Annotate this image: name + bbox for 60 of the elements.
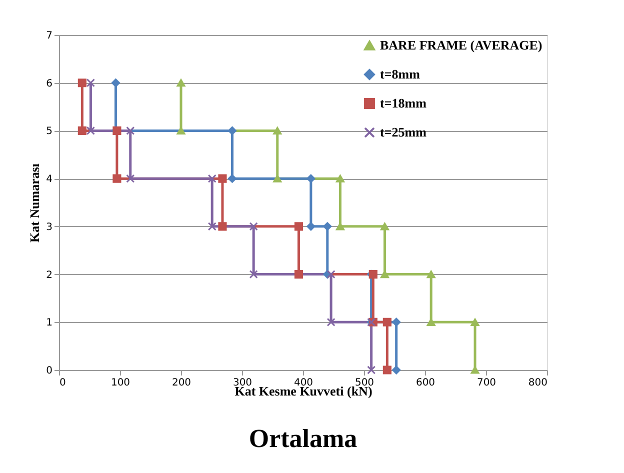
point [86,126,96,135]
y-tick-label: 2 [46,270,52,281]
y-tick-label: 7 [46,30,52,42]
point [367,366,376,374]
point [273,126,282,135]
point [273,174,282,182]
point [249,270,258,279]
point [126,126,135,135]
point [294,222,304,231]
y-tick-label: 3 [46,222,52,233]
point [326,318,336,326]
point [228,126,237,135]
point [176,79,186,87]
text: Ortalama [248,424,358,453]
point [294,270,304,279]
point [126,174,135,183]
legend-label: t=8mm [380,66,420,82]
y-tick-label: 5 [46,126,52,138]
x-tick-label: 800 [528,378,548,388]
x-tick-label: 200 [172,378,192,388]
point [306,222,316,231]
legend-label: t=25mm [380,124,427,140]
x-tick-label: 0 [60,378,66,388]
y-tick-label: 0 [46,366,52,376]
y-tick-label: 1 [46,318,52,329]
point [249,222,258,231]
point [78,78,86,88]
point [111,78,120,88]
legend-label: BARE FRAME (AVERAGE) [380,38,542,52]
x-tick-label: 400 [294,378,314,388]
point [306,174,316,183]
point [218,174,227,183]
point [392,366,401,374]
y-axis-title: Kat Numarası [27,163,42,243]
point [326,270,336,279]
point [336,222,344,230]
point [426,270,436,278]
point [323,222,332,231]
point [78,126,86,135]
point [470,318,480,326]
point [228,174,237,183]
point [112,174,122,183]
x-tick-label: 300 [232,378,252,388]
point [382,366,392,374]
point [86,78,96,88]
legend-label: t=18mm [380,96,427,110]
point [392,318,401,326]
point [208,222,216,231]
y-tick-label: 4 [46,174,52,186]
point [380,222,390,230]
y-tick-label: 6 [46,78,52,90]
x-tick-label: 700 [476,378,496,388]
x-tick-label: 100 [110,378,130,388]
point [382,318,392,326]
point [426,318,436,326]
point [218,222,227,231]
x-tick-label: 600 [416,378,436,388]
point [336,174,344,182]
point [208,174,216,183]
point [470,366,480,374]
